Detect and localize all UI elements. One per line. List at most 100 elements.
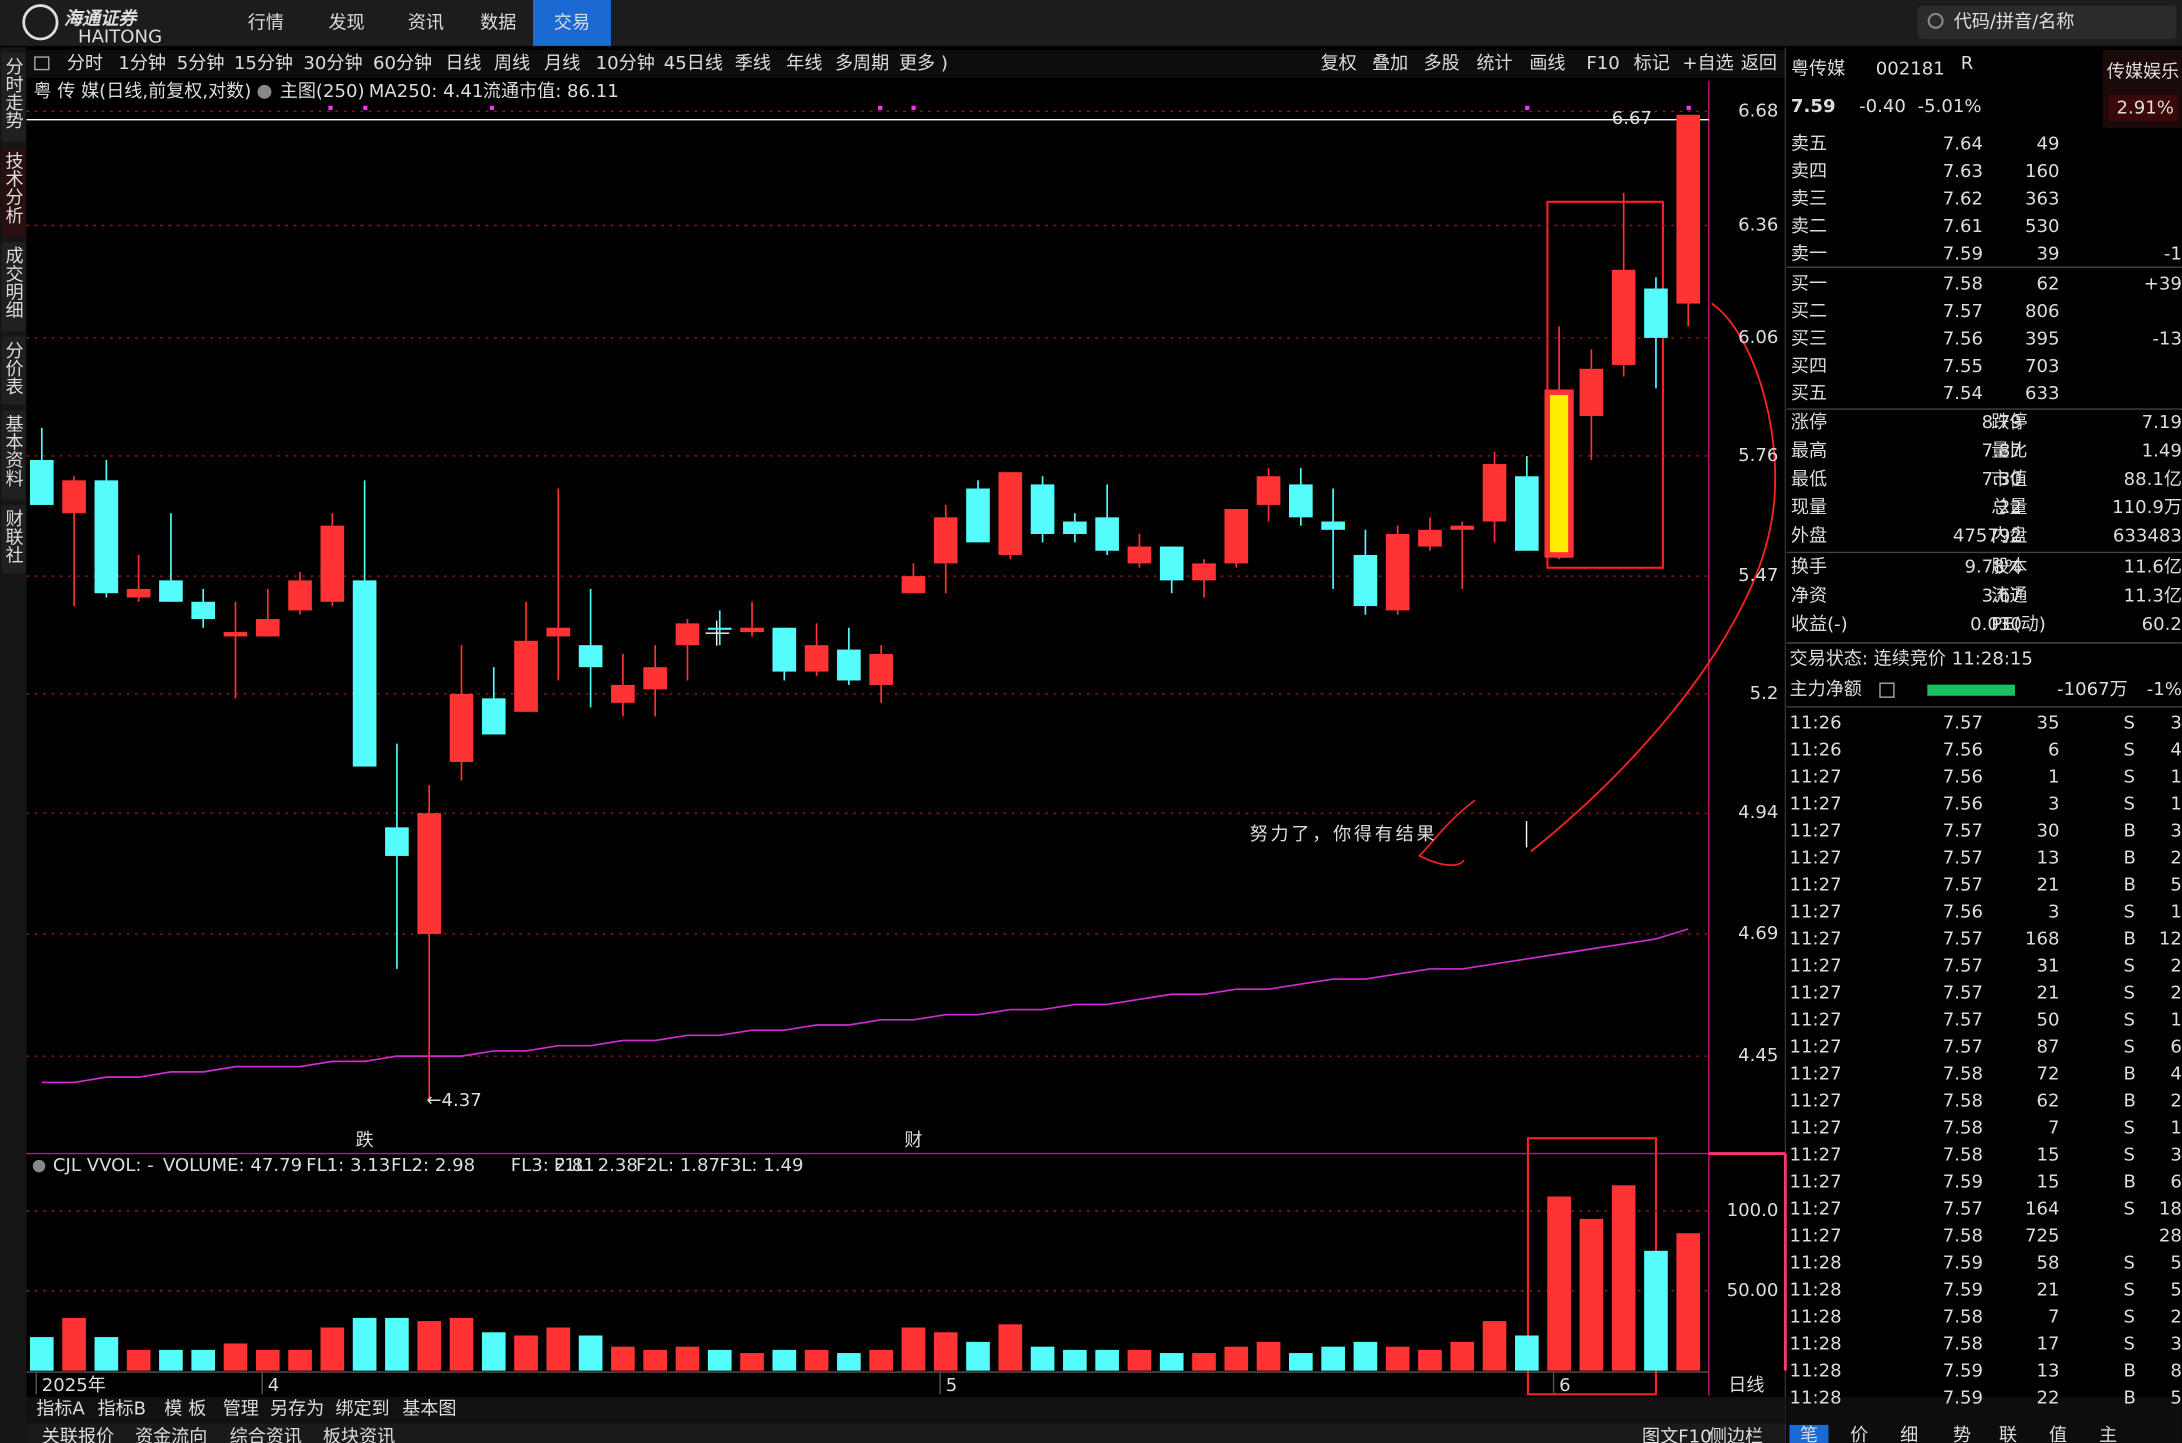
panel-tab[interactable]: 主 (2099, 1425, 2117, 1443)
period-button[interactable]: 15分钟 (234, 53, 293, 74)
period-button[interactable]: 1分钟 (118, 53, 166, 74)
book-volume: 62 (2036, 274, 2059, 295)
tool-button[interactable]: 标记 (1634, 53, 1670, 74)
candle-body (1127, 546, 1152, 564)
bottom-tool[interactable]: 基本图 (402, 1399, 456, 1420)
tick-side: B (2124, 1091, 2136, 1112)
tick-time: 11:28 (1790, 1333, 1842, 1354)
nav-tab[interactable]: 交易 (554, 13, 590, 34)
candle-body (643, 667, 668, 690)
period-button[interactable]: 5分钟 (177, 53, 225, 74)
y-tick-label: 5.2 (1750, 683, 1779, 704)
tool-button[interactable]: 返回 (1741, 53, 1777, 74)
side-tab-label[interactable]: 分价表 (3, 341, 24, 395)
book-volume: 633 (2025, 383, 2060, 404)
bottom-tool[interactable]: 模 板 (164, 1399, 206, 1420)
nav-tab[interactable]: 数据 (480, 13, 516, 34)
bottom-tab[interactable]: 资金流向 (135, 1426, 207, 1443)
period-button[interactable]: 季线 (735, 53, 771, 74)
volume-info: FL1: 3.13 (306, 1155, 390, 1176)
candle-body (546, 627, 571, 637)
period-button[interactable]: 分时 (67, 53, 103, 74)
bottom-tool[interactable]: 另存为 (270, 1399, 324, 1420)
candle-body (288, 580, 312, 611)
tick-volume: 87 (2036, 1037, 2059, 1058)
tick-price: 7.59 (1943, 1172, 1983, 1193)
trade-status: 交易状态: 连续竞价 11:28:15 (1790, 649, 2033, 670)
period-button[interactable]: 60分钟 (373, 53, 432, 74)
period-button[interactable]: 45日线 (664, 53, 723, 74)
period-button[interactable]: 10分钟 (596, 53, 655, 74)
bottom-right-tab[interactable]: 图文F10 (1642, 1426, 1712, 1443)
search-placeholder[interactable]: 代码/拼音/名称 (1954, 11, 2075, 32)
bottom-tab[interactable]: 综合资讯 (230, 1426, 302, 1443)
tool-button[interactable]: +自选 (1682, 53, 1733, 74)
tick-time: 11:28 (1790, 1387, 1842, 1408)
side-tab-label[interactable]: 分时走势 (3, 57, 24, 129)
tick-time: 11:27 (1790, 767, 1842, 788)
tool-button[interactable]: 叠加 (1372, 53, 1408, 74)
bottom-right-tab[interactable]: 侧边栏 (1709, 1426, 1763, 1443)
bottom-tool[interactable]: 绑定到 (335, 1399, 389, 1420)
panel-tab[interactable]: 笔 (1800, 1425, 1818, 1443)
period-button[interactable]: 日线 (445, 53, 481, 74)
book-price: 7.59 (1943, 243, 1983, 264)
period-button[interactable]: 30分钟 (303, 53, 362, 74)
toolbar (26, 50, 1786, 78)
period-button[interactable]: 更多 ) (899, 53, 948, 74)
tick-price: 7.56 (1943, 902, 1983, 923)
volume-bar (1192, 1353, 1216, 1371)
panel-tab[interactable]: 值 (2049, 1425, 2067, 1443)
tick-count: 3 (2170, 1333, 2182, 1354)
volume-bar (1030, 1346, 1055, 1371)
volume-bar (1127, 1349, 1152, 1371)
tool-button[interactable]: F10 (1586, 53, 1619, 74)
period-label: 日线 (1728, 1375, 1764, 1396)
y-tick-label: 6.36 (1738, 214, 1778, 235)
stat-label: 市值 (1991, 469, 2027, 490)
bottom-tool[interactable]: 指标A (36, 1399, 85, 1420)
panel-tab[interactable]: 细 (1900, 1425, 1918, 1443)
volume-info: FL2: 2.98 (391, 1155, 475, 1176)
nav-tab[interactable]: 行情 (248, 13, 284, 34)
volume-bar (1644, 1250, 1668, 1371)
period-button[interactable]: 月线 (544, 53, 580, 74)
stat-value: 11.6亿 (2124, 557, 2182, 578)
tool-button[interactable]: 多股 (1424, 53, 1460, 74)
side-tab-label[interactable]: 技术分析 (3, 152, 24, 224)
tool-button[interactable]: 统计 (1476, 53, 1512, 74)
bottom-tab[interactable]: 关联报价 (42, 1426, 114, 1443)
side-tab-label[interactable]: 成交明细 (3, 246, 24, 318)
panel-tab[interactable]: 价 (1850, 1425, 1868, 1443)
bottom-tool[interactable]: 指标B (97, 1399, 146, 1420)
top-markers (328, 105, 1691, 110)
candle-body (578, 645, 603, 668)
candle-body (1224, 509, 1249, 564)
nav-tab[interactable]: 资讯 (408, 13, 444, 34)
bottom-tab[interactable]: 板块资讯 (323, 1426, 395, 1443)
book-price: 7.55 (1943, 356, 1983, 377)
tick-price: 7.58 (1943, 1091, 1983, 1112)
stat-value: 633483 (2113, 526, 2182, 547)
book-label: 卖一 (1791, 243, 1827, 264)
nav-tab[interactable]: 发现 (328, 13, 364, 34)
panel-tab[interactable]: 势 (1953, 1425, 1971, 1443)
side-tab-label[interactable]: 基本资料 (3, 415, 24, 487)
book-volume: 363 (2025, 189, 2060, 210)
period-button[interactable]: 多周期 (835, 53, 889, 74)
period-button[interactable]: 年线 (786, 53, 822, 74)
tool-button[interactable]: 复权 (1321, 53, 1357, 74)
volume-bar (255, 1349, 280, 1371)
period-button[interactable]: 周线 (494, 53, 530, 74)
tool-button[interactable]: 画线 (1529, 53, 1565, 74)
tick-side: S (2124, 740, 2135, 761)
tick-time: 11:27 (1790, 848, 1842, 869)
tick-volume: 13 (2036, 1360, 2059, 1381)
tick-volume: 22 (2036, 1387, 2059, 1408)
search-box[interactable] (1917, 5, 2177, 39)
panel-tab[interactable]: 联 (1999, 1425, 2017, 1443)
bottom-tool[interactable]: 管理 (223, 1399, 259, 1420)
side-tab-label[interactable]: 财联社 (3, 509, 24, 563)
tick-time: 11:27 (1790, 1199, 1842, 1220)
volume-info: F1L: 2.38 (554, 1155, 638, 1176)
